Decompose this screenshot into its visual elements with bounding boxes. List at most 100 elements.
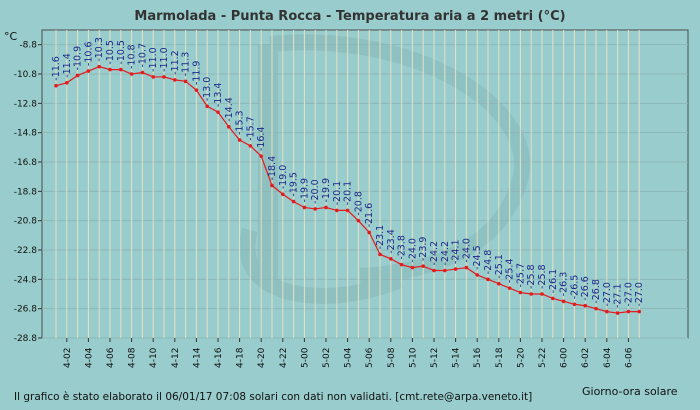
data-label: -25.8	[526, 264, 537, 289]
data-label: -24.5	[472, 245, 483, 270]
y-tick-label: -24.8	[14, 275, 38, 285]
y-tick-label: -16.8	[14, 158, 38, 168]
data-label: -24.8	[483, 250, 494, 275]
data-label: -26.5	[569, 275, 580, 300]
data-point	[140, 70, 145, 75]
data-label: -16.4	[256, 127, 267, 152]
data-point	[605, 309, 609, 314]
data-label: -19.5	[289, 172, 300, 197]
data-point	[637, 309, 641, 314]
data-label: -11.4	[62, 53, 73, 78]
data-point	[475, 273, 480, 277]
data-point	[259, 154, 264, 158]
data-label: -26.6	[580, 276, 591, 301]
data-point	[248, 144, 253, 148]
data-point	[227, 125, 231, 129]
y-tick-label: -8.8	[19, 41, 37, 51]
data-label: -23.9	[418, 237, 429, 262]
y-tick-label: -10.8	[14, 70, 38, 80]
data-label: -23.4	[386, 229, 397, 254]
data-label: -25.4	[505, 259, 516, 284]
data-point	[464, 265, 469, 270]
data-point	[216, 110, 220, 114]
data-point	[173, 78, 177, 82]
data-point	[378, 252, 382, 257]
data-label: -24.2	[440, 241, 451, 266]
data-point	[399, 262, 404, 267]
data-point	[572, 302, 577, 307]
data-label: -24.1	[451, 239, 462, 264]
data-label: -13.4	[213, 83, 224, 108]
y-tick-label: -20.8	[14, 217, 38, 227]
data-point	[86, 69, 91, 73]
y-tick-label: -14.8	[14, 129, 38, 139]
data-label: -26.8	[591, 279, 602, 304]
data-point	[626, 309, 631, 314]
data-point	[345, 208, 350, 213]
y-tick-label: -26.8	[14, 305, 38, 315]
data-point	[237, 138, 242, 142]
y-tick-label: -28.8	[14, 334, 38, 344]
data-label: -18.4	[267, 156, 278, 181]
data-label: -27.0	[602, 282, 613, 307]
x-tick-label: 6-02	[581, 348, 591, 368]
x-tick-label: 6-04	[603, 347, 613, 368]
x-tick-label: 4-08	[128, 347, 138, 368]
x-tick-label: 4-22	[279, 348, 289, 368]
x-tick-label: 5-06	[365, 347, 375, 368]
data-label: -15.7	[245, 116, 256, 141]
data-label: -11.2	[170, 50, 181, 75]
data-point	[65, 81, 69, 85]
x-tick-label: 5-18	[495, 347, 505, 368]
data-label: -11.6	[51, 56, 62, 81]
data-label: -10.3	[94, 37, 105, 62]
data-label: -26.3	[559, 272, 570, 297]
data-point	[497, 281, 501, 286]
data-point	[291, 199, 296, 204]
y-tick-label: -18.8	[14, 187, 38, 197]
footer-note: Il grafico è stato elaborato il 06/01/17…	[14, 391, 533, 403]
data-point	[551, 296, 555, 301]
x-tick-label: 5-20	[516, 347, 526, 368]
data-point	[615, 311, 620, 315]
data-label: -11.0	[148, 47, 159, 72]
data-label: -23.1	[375, 225, 386, 250]
x-tick-label: 4-02	[63, 348, 73, 368]
data-label: -24.0	[461, 238, 472, 263]
data-point	[507, 286, 512, 290]
data-label: -11.9	[191, 61, 202, 86]
data-label: -10.9	[73, 46, 84, 71]
x-tick-label: 4-12	[171, 348, 181, 368]
x-tick-label: 4-04	[84, 347, 94, 368]
data-point	[75, 73, 80, 78]
data-label: -19.9	[321, 178, 332, 203]
data-label: -10.5	[105, 40, 116, 65]
data-point	[583, 303, 587, 308]
x-tick-label: 6-06	[624, 347, 634, 368]
data-label: -21.6	[364, 203, 375, 228]
data-point	[594, 306, 598, 311]
x-tick-label: 4-18	[236, 347, 246, 368]
data-point	[270, 183, 274, 188]
data-label: -10.5	[116, 40, 127, 65]
data-point	[162, 75, 166, 79]
data-point	[432, 268, 436, 273]
data-point	[529, 292, 533, 296]
data-label: -27.0	[623, 282, 634, 307]
data-label: -20.0	[310, 179, 321, 204]
x-tick-label: 5-14	[452, 347, 462, 368]
data-point	[324, 205, 328, 210]
x-tick-label: 4-20	[257, 347, 267, 368]
x-axis-label: Giorno-ora solare	[582, 385, 678, 398]
data-point	[302, 205, 307, 210]
data-point	[453, 267, 458, 271]
data-label: -10.7	[137, 43, 148, 68]
data-label: -20.1	[343, 181, 354, 206]
data-point	[97, 64, 101, 69]
y-axis-unit-label: °C	[4, 30, 18, 43]
data-label: -14.4	[224, 97, 235, 122]
x-tick-label: 5-22	[538, 348, 548, 368]
data-point	[518, 290, 523, 295]
